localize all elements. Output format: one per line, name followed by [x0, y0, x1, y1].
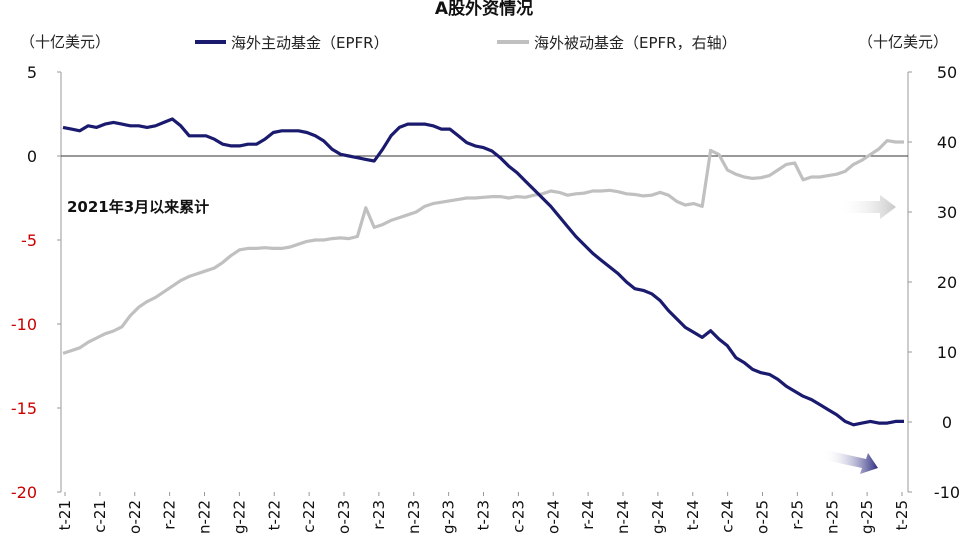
right-axis-unit-label: （十亿美元）: [858, 33, 948, 51]
x-tick-label: r-23: [370, 500, 388, 530]
x-tick-label: o-23: [335, 500, 353, 534]
x-tick-label: g-25: [858, 500, 876, 534]
x-tick-label: o-25: [754, 500, 772, 534]
right-tick-label: 30: [937, 203, 957, 222]
x-tick-label: c-22: [300, 500, 318, 533]
right-tick-label: 50: [937, 63, 957, 82]
left-tick-label: -10: [11, 315, 37, 334]
x-tick-label: t-23: [475, 500, 493, 530]
legend-label-passive: 海外被动基金（EPFR，右轴）: [534, 34, 737, 52]
right-axis-ticks: 50 40 30 20 10 0 -10: [908, 63, 960, 502]
series-line-passive: [62, 139, 904, 355]
x-tick-label: o-22: [126, 500, 144, 534]
series-line-active: [62, 117, 904, 427]
left-axis-unit-label: （十亿美元）: [20, 33, 110, 51]
left-tick-label: -5: [21, 231, 37, 250]
left-tick-label: 0: [27, 147, 37, 166]
x-tick-label: t-25: [893, 500, 911, 530]
x-tick-label: r-24: [579, 500, 597, 530]
chart-title: A股外资情况: [435, 0, 533, 19]
right-tick-label: 10: [937, 343, 957, 362]
x-tick-label: r-25: [788, 500, 806, 530]
right-tick-label: 40: [937, 133, 957, 152]
left-tick-label: -20: [11, 483, 37, 502]
x-tick-label: t-24: [684, 500, 702, 530]
x-tick-label: o-24: [544, 500, 562, 534]
x-tick-label: n-23: [405, 500, 423, 534]
x-tick-label: n-24: [614, 500, 632, 534]
x-axis-ticks: t-21 c-21 o-22 r-22 n-22 g-22 t-22 c-22 o-23 r-23…: [56, 492, 911, 534]
x-tick-label: c-23: [509, 500, 527, 533]
x-tick-label: g-24: [649, 500, 667, 534]
x-tick-label: t-21: [56, 500, 74, 530]
legend-label-active: 海外主动基金（EPFR）: [231, 34, 389, 52]
cumulative-annotation: 2021年3月以来累计: [67, 198, 209, 216]
x-tick-label: c-21: [91, 500, 109, 533]
x-tick-label: n-22: [196, 500, 214, 534]
x-tick-label: g-23: [440, 500, 458, 534]
left-tick-label: 5: [27, 63, 37, 82]
legend: 海外主动基金（EPFR） 海外被动基金（EPFR，右轴）: [195, 34, 737, 52]
left-axis-arrow: [824, 450, 878, 474]
right-tick-label: 0: [942, 413, 952, 432]
right-tick-label: -10: [934, 483, 960, 502]
x-tick-label: c-24: [719, 500, 737, 533]
left-tick-label: -15: [11, 399, 37, 418]
x-tick-label: n-25: [823, 500, 841, 534]
right-tick-label: 20: [937, 273, 957, 292]
x-tick-label: t-22: [265, 500, 283, 530]
right-axis-arrow: [838, 195, 896, 219]
x-tick-label: r-22: [161, 500, 179, 530]
x-tick-label: g-22: [230, 500, 248, 534]
left-axis-ticks: 5 0 -5 -10 -15 -20: [11, 63, 61, 502]
